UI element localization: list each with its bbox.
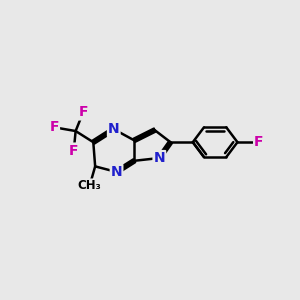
Text: N: N (111, 165, 122, 179)
Text: F: F (69, 144, 79, 158)
Text: F: F (78, 105, 88, 119)
Text: F: F (50, 120, 59, 134)
Text: CH₃: CH₃ (78, 179, 101, 192)
Text: F: F (254, 135, 264, 149)
Text: N: N (108, 122, 120, 136)
Text: N: N (154, 151, 165, 165)
